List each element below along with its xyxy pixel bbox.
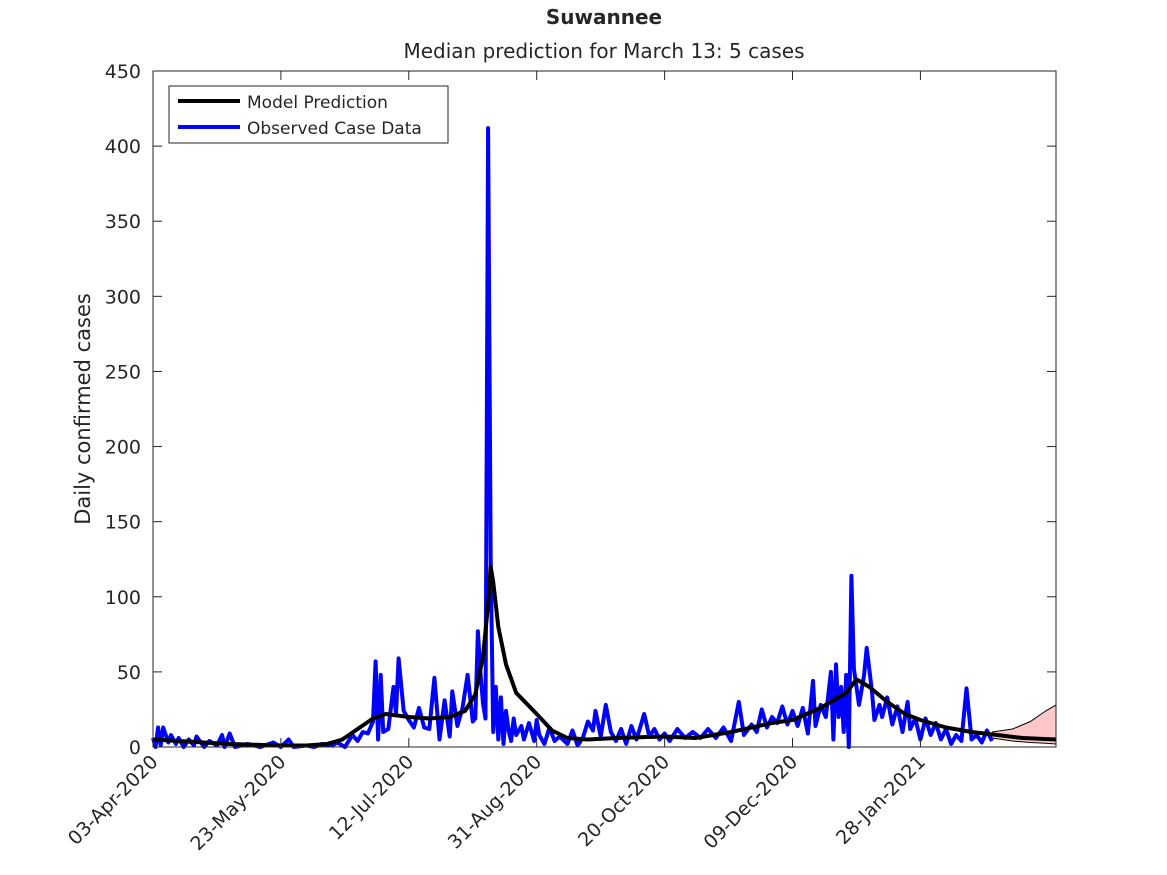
y-tick-label: 200 bbox=[105, 437, 141, 459]
y-axis-ticks: 0 50 100 150 200 250 300 350 400 450 bbox=[105, 61, 1056, 759]
series-layer bbox=[151, 126, 1057, 749]
y-tick-label: 100 bbox=[105, 587, 141, 609]
y-tick-label: 0 bbox=[129, 737, 141, 759]
y-tick-label: 400 bbox=[105, 136, 141, 158]
axes-box bbox=[152, 70, 1057, 748]
y-tick-label: 450 bbox=[105, 61, 141, 83]
y-tick-label: 150 bbox=[105, 512, 141, 534]
series-line-model-prediction bbox=[152, 564, 1057, 748]
y-tick-label: 250 bbox=[105, 361, 141, 383]
prediction-band-upper bbox=[991, 704, 1057, 733]
y-tick-label: 350 bbox=[105, 211, 141, 233]
plot-area bbox=[153, 71, 1056, 747]
legend: Model Prediction Observed Case Data bbox=[168, 85, 449, 144]
prediction-band-lower bbox=[991, 737, 1057, 745]
legend-label-model: Model Prediction bbox=[247, 93, 388, 113]
y-tick-label: 300 bbox=[105, 286, 141, 308]
y-tick-label: 50 bbox=[117, 662, 141, 684]
legend-box bbox=[168, 85, 449, 144]
chart-title: Suwannee bbox=[546, 5, 662, 29]
series-line-observed-case-data bbox=[151, 126, 994, 749]
prediction-band-layer bbox=[991, 704, 1057, 745]
legend-label-observed: Observed Case Data bbox=[247, 119, 422, 139]
y-axis-label: Daily confirmed cases bbox=[71, 293, 95, 525]
chart-subtitle: Median prediction for March 13: 5 cases bbox=[403, 39, 804, 63]
